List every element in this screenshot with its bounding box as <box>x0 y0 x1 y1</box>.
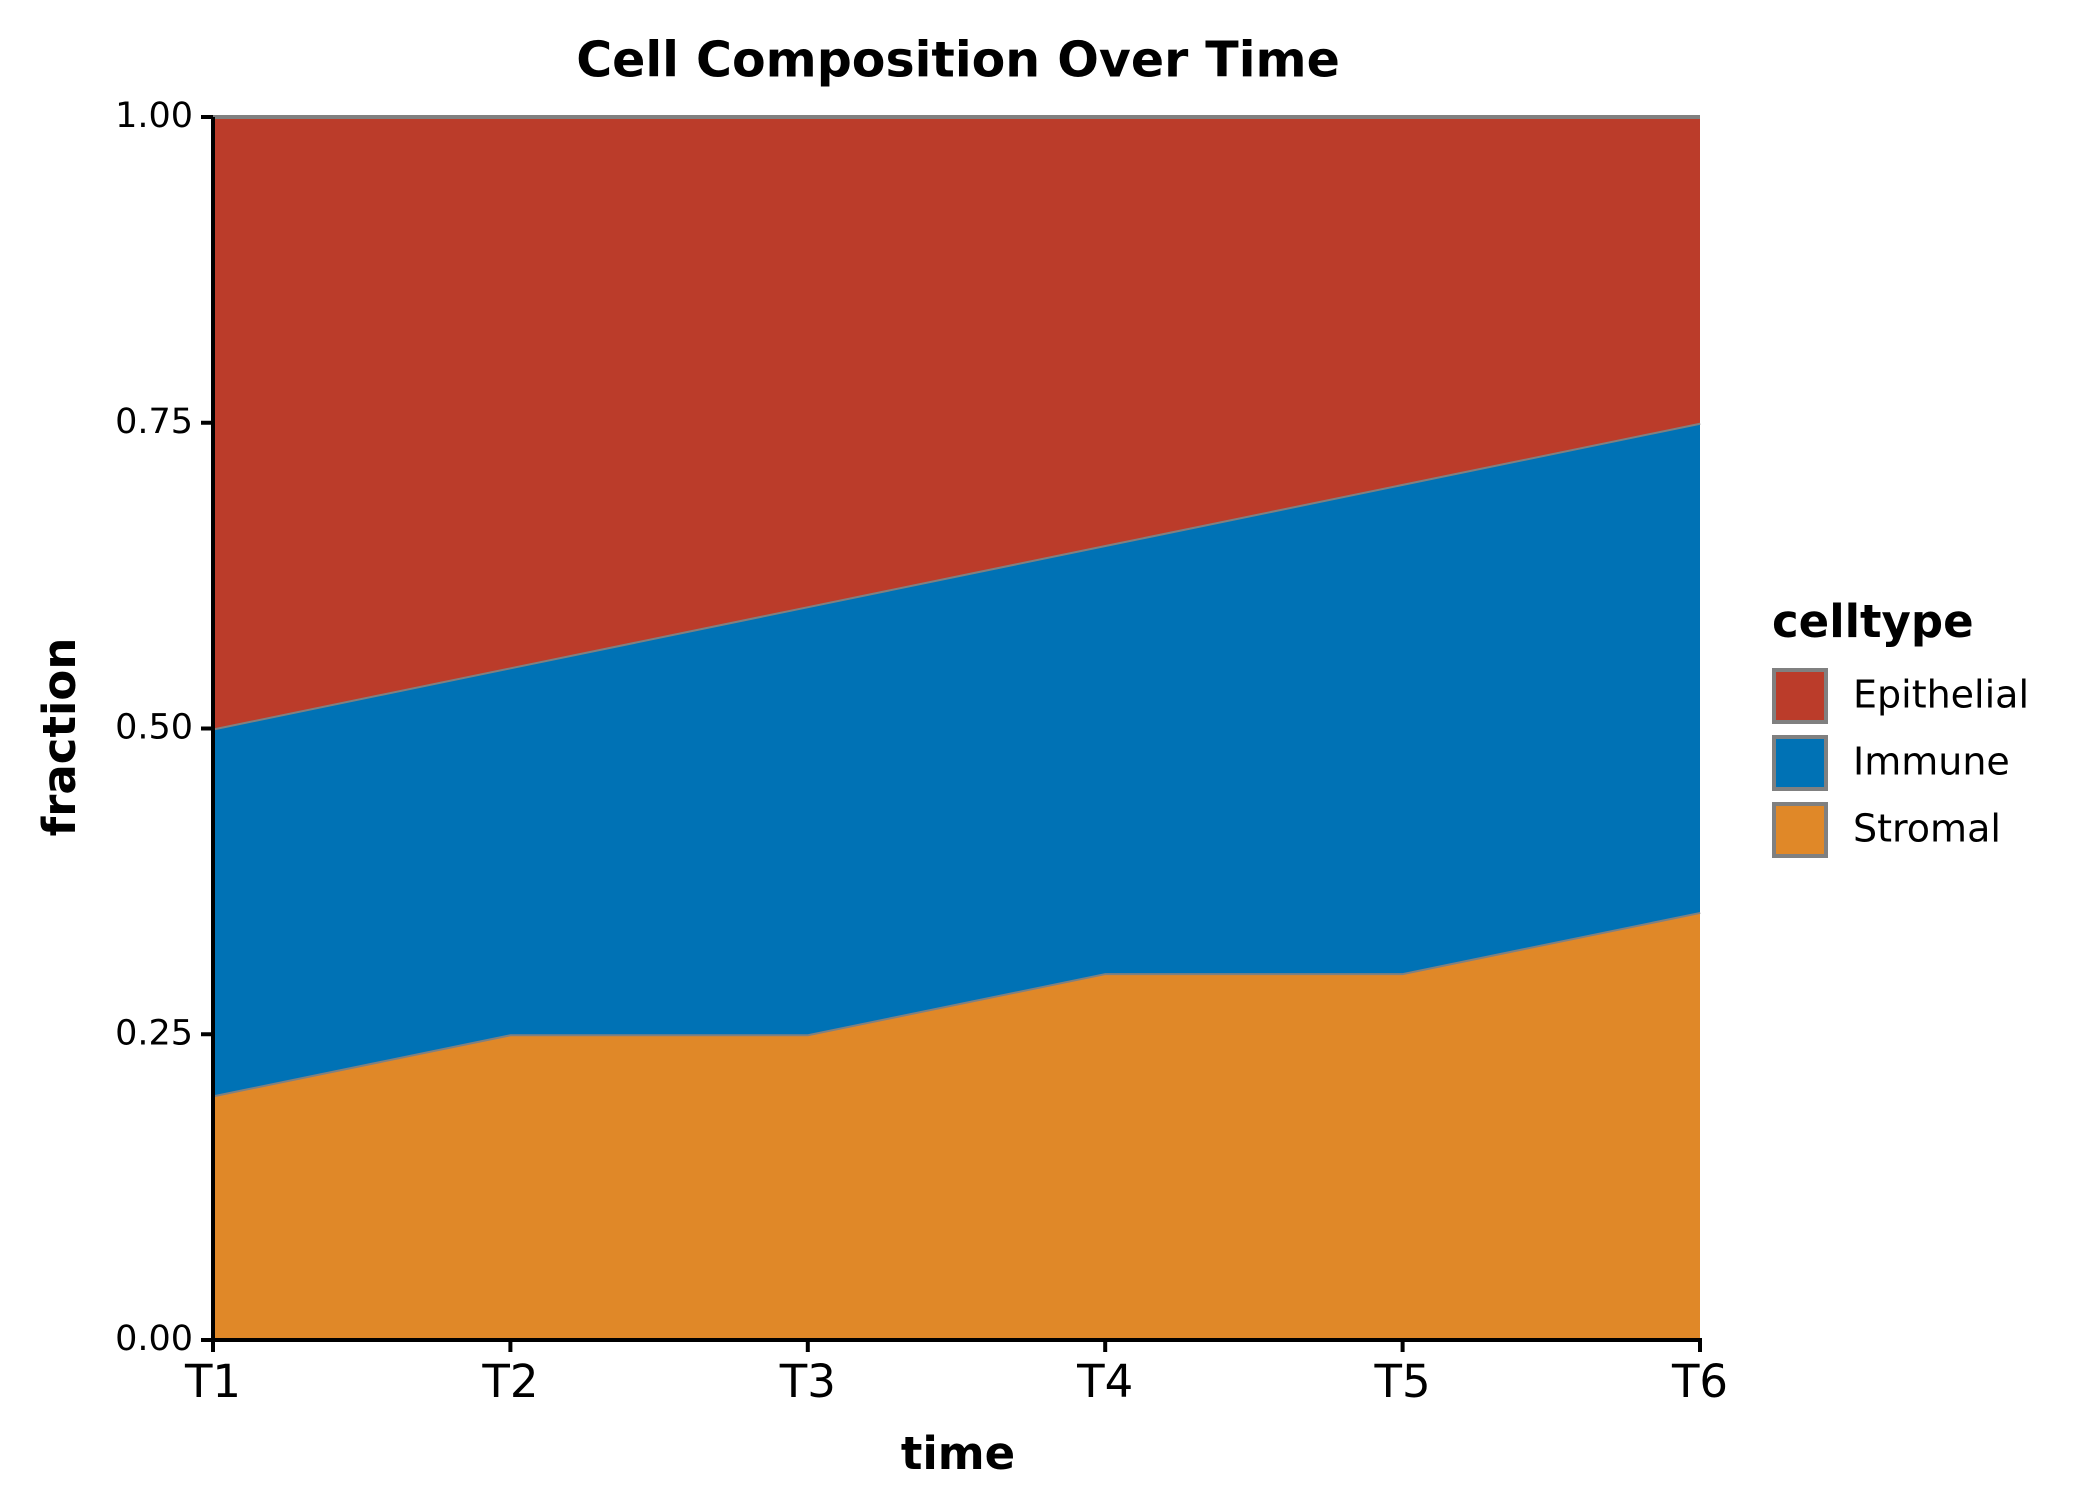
area <box>213 911 1700 1340</box>
y-tick-label: 1.00 <box>115 96 193 136</box>
x-axis-title: time <box>901 1427 1015 1480</box>
x-tick-label: T2 <box>481 1355 538 1408</box>
x-tick-label: T5 <box>1374 1355 1431 1408</box>
legend-swatch <box>1772 735 1828 791</box>
y-tick-label: 0.75 <box>115 402 193 442</box>
y-tick-label: 0.00 <box>115 1319 193 1359</box>
legend-title: celltype <box>1772 595 1974 648</box>
legend-label: Stromal <box>1853 807 2001 851</box>
area <box>213 422 1700 1096</box>
x-tick-label: T4 <box>1076 1355 1133 1408</box>
y-axis-title: fraction <box>33 638 86 837</box>
x-tick-label: T6 <box>1671 1355 1728 1408</box>
chart-title: Cell Composition Over Time <box>576 32 1340 89</box>
area <box>213 117 1700 729</box>
x-tick-label: T1 <box>184 1355 241 1408</box>
y-tick-label: 0.25 <box>115 1013 193 1053</box>
legend-label: Immune <box>1853 740 2010 784</box>
x-tick-label: T3 <box>779 1355 836 1408</box>
legend-swatch <box>1772 668 1828 724</box>
y-tick-label: 0.50 <box>115 708 193 748</box>
legend-label: Epithelial <box>1853 673 2029 717</box>
legend-swatch <box>1772 802 1828 858</box>
